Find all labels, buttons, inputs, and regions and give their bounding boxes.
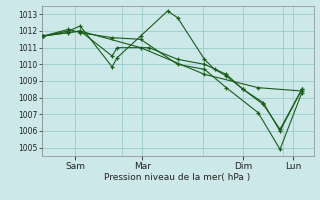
X-axis label: Pression niveau de la mer( hPa ): Pression niveau de la mer( hPa ) [104,173,251,182]
